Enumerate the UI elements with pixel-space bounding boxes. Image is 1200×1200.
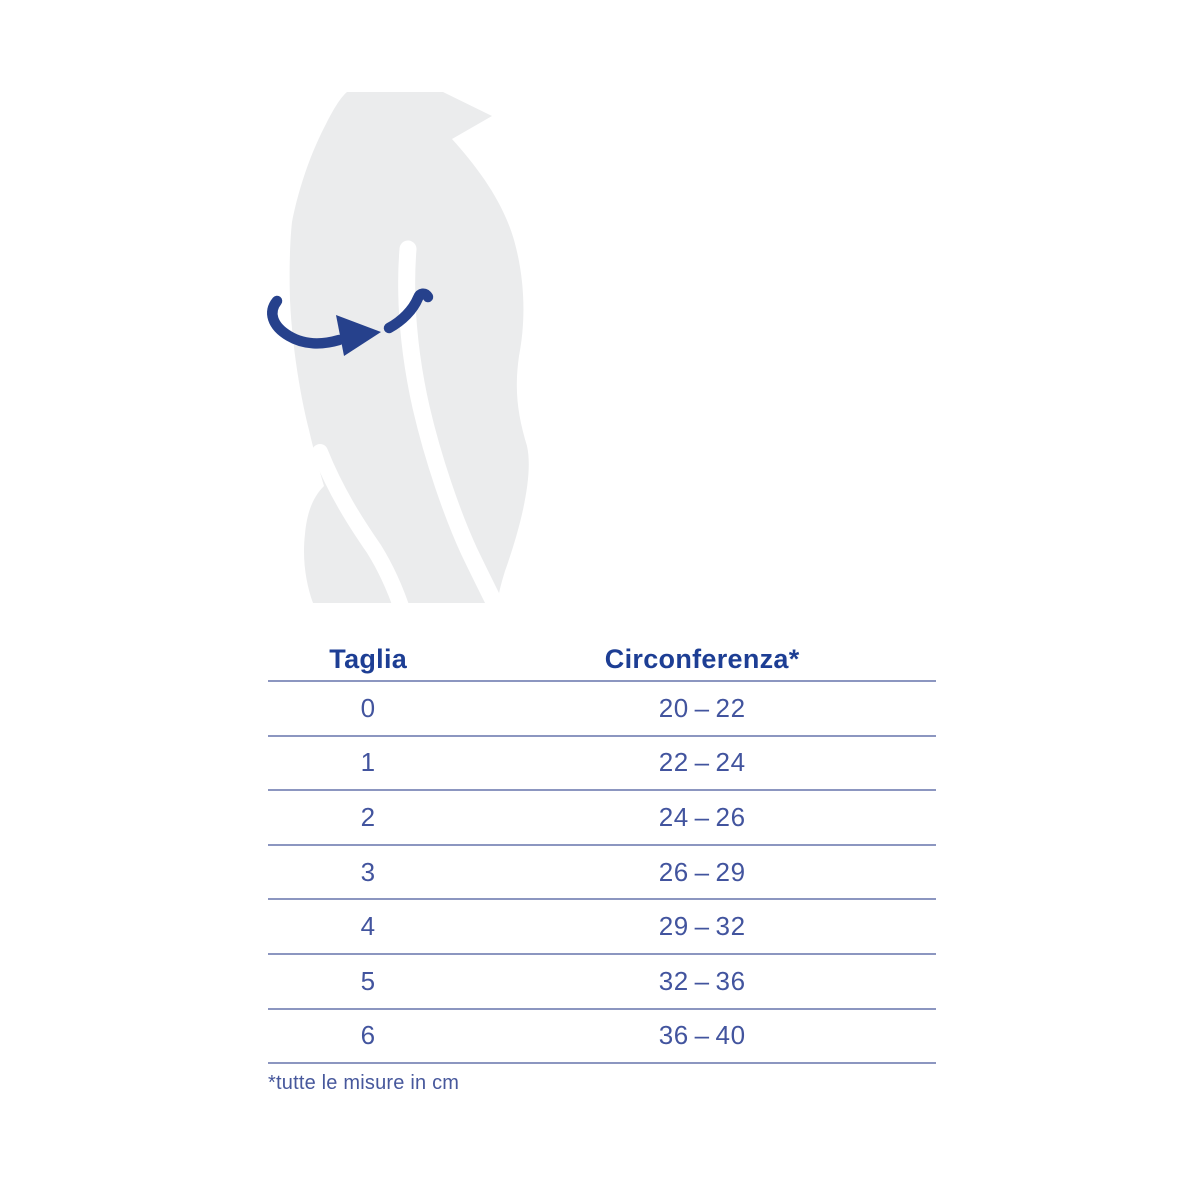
column-header-circumference: Circonferenza* [604, 643, 800, 674]
size-cell: 5 [360, 965, 376, 996]
circumference-cell: 26 – 29 [658, 856, 746, 887]
measurements-footnote: *tutte le misure in cm [268, 1072, 460, 1094]
size-cell: 2 [360, 801, 376, 832]
circumference-cell: 20 – 22 [658, 692, 746, 723]
size-cell: 0 [360, 692, 376, 723]
leg-separation-stripe [312, 444, 411, 620]
size-table-header-row: Taglia Circonferenza* [268, 638, 936, 682]
circumference-arrow-icon [267, 288, 434, 356]
circumference-cell: 32 – 36 [658, 965, 746, 996]
size-cell: 1 [360, 747, 376, 778]
table-row: 5 32 – 36 [268, 955, 936, 1010]
circumference-cell: 29 – 32 [658, 911, 746, 942]
table-row: 6 36 – 40 [268, 1010, 936, 1065]
table-row: 1 22 – 24 [268, 737, 936, 792]
circumference-cell: 24 – 26 [658, 801, 746, 832]
table-row: 3 26 – 29 [268, 846, 936, 901]
size-table: Taglia Circonferenza* 0 20 – 22 1 22 – 2… [268, 638, 936, 1065]
table-row: 4 29 – 32 [268, 900, 936, 955]
size-cell: 6 [360, 1020, 376, 1051]
circumference-cell: 36 – 40 [658, 1020, 746, 1051]
circumference-cell: 22 – 24 [658, 747, 746, 778]
column-header-size: Taglia [329, 643, 408, 674]
size-cell: 3 [360, 856, 376, 887]
table-row: 2 24 – 26 [268, 791, 936, 846]
table-row: 0 20 – 22 [268, 682, 936, 737]
size-cell: 4 [360, 911, 376, 942]
